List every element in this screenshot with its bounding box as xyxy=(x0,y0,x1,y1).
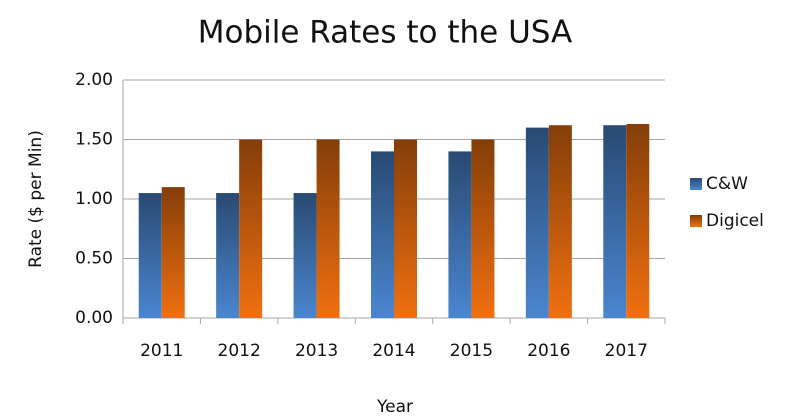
x-axis-label: Year xyxy=(376,397,413,417)
bar xyxy=(216,193,240,318)
bar xyxy=(471,139,495,318)
bar xyxy=(316,139,340,318)
y-tick-label: 0.50 xyxy=(75,249,113,269)
y-axis-label: Rate ($ per Min) xyxy=(26,130,46,268)
legend-label: C&W xyxy=(706,174,748,194)
legend-label: Digicel xyxy=(706,211,764,231)
x-tick-label: 2012 xyxy=(218,341,261,361)
bar xyxy=(626,124,650,318)
bar xyxy=(371,151,394,318)
bar xyxy=(239,139,263,318)
x-tick-label: 2015 xyxy=(450,341,493,361)
legend-swatch xyxy=(690,215,702,227)
x-tick-label: 2013 xyxy=(295,341,338,361)
bar xyxy=(161,187,185,318)
x-tick-label: 2017 xyxy=(605,341,648,361)
y-tick-label: 1.50 xyxy=(75,130,113,150)
x-tick-label: 2016 xyxy=(527,341,570,361)
bar xyxy=(448,151,472,318)
bar xyxy=(525,127,549,318)
y-tick-label: 1.00 xyxy=(75,189,113,209)
bar xyxy=(603,125,627,318)
x-tick-label: 2014 xyxy=(372,341,415,361)
chart-title: Mobile Rates to the USA xyxy=(198,15,572,51)
y-tick-label: 0.00 xyxy=(75,308,113,328)
x-tick-label: 2011 xyxy=(140,341,183,361)
bar xyxy=(138,193,162,318)
bar xyxy=(293,193,317,318)
y-tick-label: 2.00 xyxy=(75,70,113,90)
bar xyxy=(548,125,572,318)
legend-swatch xyxy=(690,178,702,190)
bar xyxy=(394,139,417,318)
